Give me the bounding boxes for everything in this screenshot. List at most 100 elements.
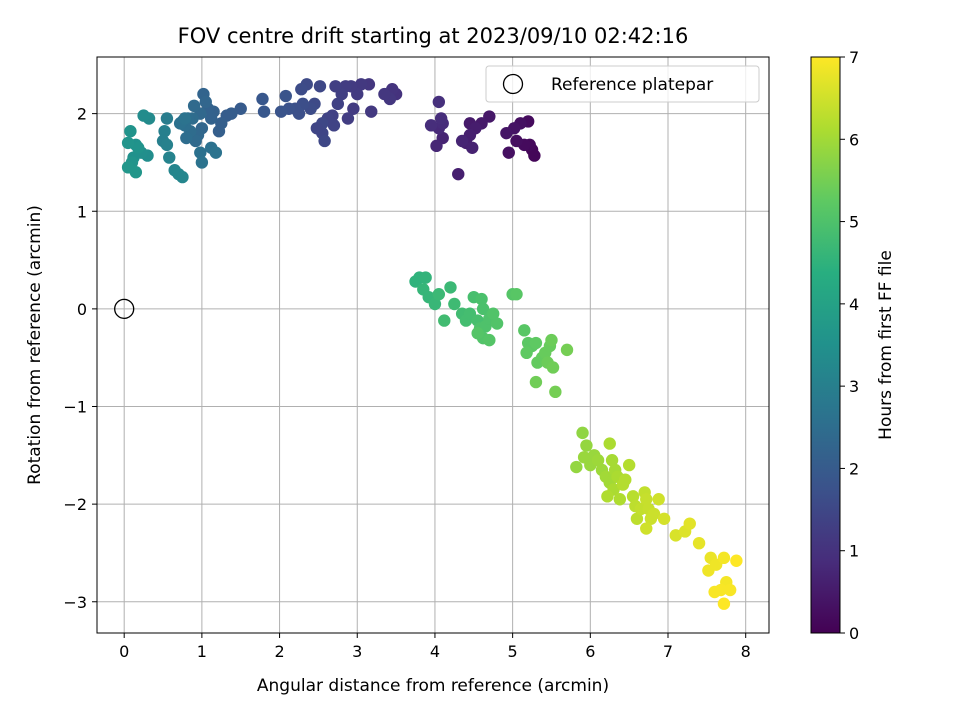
data-point	[475, 292, 488, 306]
colorbar-tick-label: 3	[849, 377, 859, 396]
data-point	[257, 105, 271, 118]
data-point	[692, 536, 706, 550]
data-point	[603, 437, 616, 450]
colorbar-label: Hours from first FF file	[876, 250, 896, 440]
data-point	[160, 138, 174, 152]
data-point	[619, 473, 632, 486]
legend: Reference platepar	[485, 65, 760, 103]
data-point	[529, 336, 543, 350]
data-point	[310, 122, 324, 135]
colorbar-tick-label: 4	[849, 295, 859, 314]
data-point	[455, 134, 469, 148]
data-point	[212, 124, 226, 138]
chart-title: FOV centre drift starting at 2023/09/10 …	[178, 24, 689, 48]
legend-marker-icon	[502, 73, 524, 95]
colorbar-tick-label: 2	[849, 459, 859, 478]
data-point	[444, 281, 457, 294]
data-point	[438, 314, 451, 327]
colorbar-tick-label: 5	[849, 213, 859, 232]
data-point	[430, 139, 443, 153]
data-point	[448, 297, 461, 311]
data-point	[577, 451, 591, 464]
data-point	[576, 426, 589, 440]
data-point	[580, 439, 593, 452]
data-point	[158, 124, 171, 138]
data-point	[432, 288, 446, 301]
data-point	[466, 141, 479, 154]
data-point	[292, 107, 306, 120]
data-point	[626, 490, 640, 503]
data-point	[546, 361, 560, 374]
data-point	[189, 134, 202, 148]
data-point	[549, 385, 562, 399]
legend-label: Reference platepar	[551, 75, 713, 95]
data-point	[176, 170, 189, 184]
data-point	[717, 597, 731, 610]
data-point	[613, 493, 627, 506]
data-point	[187, 99, 201, 113]
data-point	[434, 112, 448, 125]
data-points	[121, 78, 743, 610]
data-point	[622, 458, 636, 472]
data-point	[274, 105, 288, 118]
data-point	[160, 112, 174, 125]
x-tick-label: 3	[352, 642, 362, 661]
data-point	[131, 141, 145, 154]
data-point	[194, 146, 207, 159]
data-point	[570, 460, 583, 474]
data-point	[121, 136, 135, 150]
data-point	[601, 490, 614, 503]
legend-box	[485, 65, 760, 103]
data-point	[518, 324, 531, 337]
y-tick-label: 2	[77, 105, 87, 124]
data-point	[640, 522, 653, 535]
data-point	[483, 333, 496, 347]
data-point	[730, 554, 743, 567]
data-point	[178, 112, 191, 125]
colorbar-tick-label: 0	[849, 624, 859, 643]
y-tick-label: −1	[63, 398, 87, 417]
colorbar-tick-label: 1	[849, 542, 859, 561]
data-point	[199, 95, 212, 109]
x-axis-label: Angular distance from reference (arcmin)	[257, 676, 609, 696]
colorbar-gradient	[810, 56, 841, 634]
data-point	[657, 512, 671, 525]
data-point	[256, 92, 269, 106]
data-point	[378, 87, 391, 101]
data-point	[652, 493, 665, 506]
data-point	[591, 454, 605, 467]
colorbar-tick-label: 7	[849, 48, 859, 67]
data-point	[129, 166, 143, 179]
data-point	[487, 307, 500, 320]
data-point	[432, 95, 446, 109]
y-tick-label: −3	[63, 593, 87, 612]
data-point	[295, 83, 308, 96]
data-point	[365, 105, 378, 118]
data-point	[605, 454, 619, 467]
reference-point	[114, 298, 135, 320]
colorbar-tick-label: 6	[849, 130, 859, 149]
data-point	[347, 102, 360, 115]
x-axis-ticks: 0 1 2 3 4 5 6 7 8	[119, 633, 751, 661]
data-point	[476, 302, 490, 316]
data-point	[419, 271, 432, 284]
y-tick-label: 0	[77, 300, 87, 319]
data-point	[452, 167, 465, 181]
x-tick-label: 6	[585, 642, 595, 661]
data-point	[354, 78, 368, 91]
data-point	[630, 512, 644, 525]
data-point	[209, 146, 223, 159]
data-point	[163, 151, 176, 164]
data-point	[510, 288, 523, 301]
data-point	[195, 156, 209, 169]
data-point	[424, 119, 438, 132]
x-tick-label: 0	[119, 642, 129, 661]
data-point	[279, 89, 292, 103]
data-point	[205, 112, 218, 125]
x-tick-label: 5	[508, 642, 518, 661]
data-point	[683, 517, 696, 530]
data-point	[723, 583, 737, 597]
data-point	[647, 507, 661, 521]
y-tick-label: 1	[77, 202, 87, 221]
y-axis-label: Rotation from reference (arcmin)	[25, 205, 45, 485]
